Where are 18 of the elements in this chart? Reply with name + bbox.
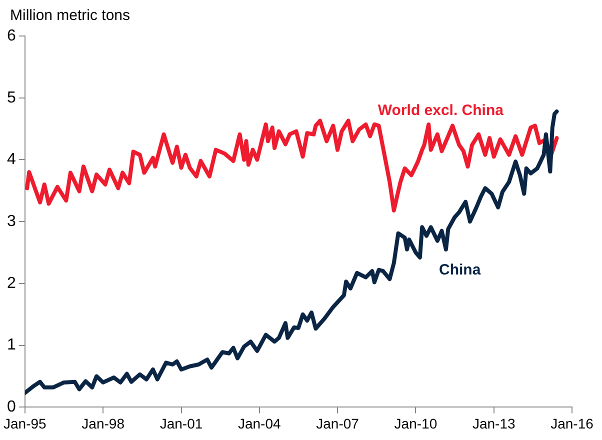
x-tick-label: Jan-10 bbox=[394, 415, 438, 432]
x-tick-label: Jan-04 bbox=[238, 415, 281, 432]
x-tick-label: Jan-98 bbox=[82, 415, 125, 432]
x-tick-label: Jan-01 bbox=[160, 415, 203, 432]
x-tick-label: Jan-13 bbox=[472, 415, 516, 432]
y-tick-label: 4 bbox=[6, 151, 16, 168]
x-tick-label: Jan-16 bbox=[550, 415, 594, 432]
series-label: World excl. China bbox=[378, 102, 504, 120]
y-axis-title: Million metric tons bbox=[10, 7, 130, 24]
y-tick-label: 6 bbox=[6, 27, 16, 44]
x-tick-label: Jan-95 bbox=[3, 415, 47, 432]
y-tick-label: 3 bbox=[6, 213, 16, 230]
y-tick-label: 0 bbox=[6, 398, 16, 416]
y-tick-label: 5 bbox=[6, 89, 16, 106]
x-tick-label: Jan-07 bbox=[316, 415, 360, 432]
y-tick-label: 2 bbox=[6, 274, 16, 292]
series-label: China bbox=[439, 261, 482, 278]
y-tick-label: 1 bbox=[6, 336, 16, 354]
